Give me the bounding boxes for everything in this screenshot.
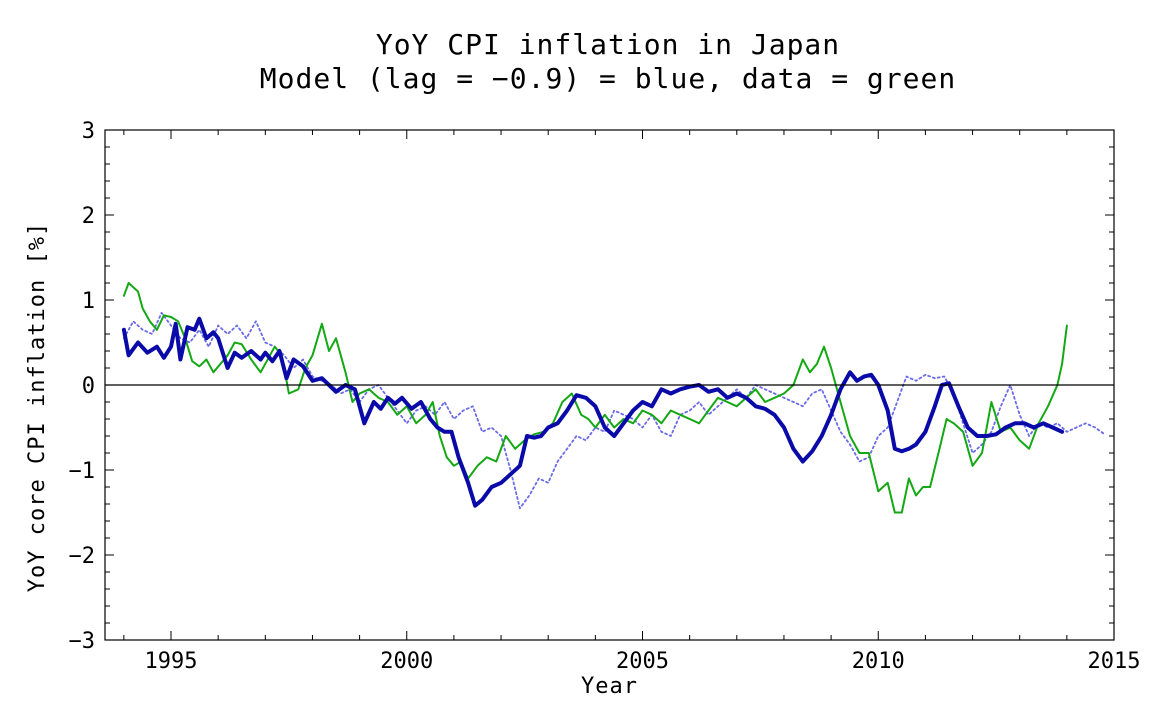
tick-layer [105, 129, 1115, 641]
chart-subtitle: Model (lag = −0.9) = blue, data = green [259, 62, 957, 95]
x-axis-title: Year [581, 674, 638, 699]
chart-title: YoY CPI inflation in Japan [375, 28, 841, 61]
x-tick-label: 2010 [852, 649, 905, 674]
y-tick-label: −1 [69, 459, 96, 484]
y-tick-label: 0 [82, 374, 95, 399]
series-layer [121, 282, 1106, 514]
x-tick-label: 1995 [145, 649, 198, 674]
y-tick-label: −3 [69, 629, 96, 654]
x-tick-label: 2005 [616, 649, 669, 674]
y-tick-label: 3 [82, 119, 95, 144]
x-tick-label: 2015 [1088, 649, 1141, 674]
tick-label-layer: 1995 2000 2005 2010 2015 −3 −2 −1 0 1 2 3 [69, 119, 1141, 674]
x-tick-label: 2000 [380, 649, 433, 674]
y-axis-title: YoY core CPI inflation [%] [25, 222, 50, 592]
model-series-line [121, 316, 1065, 508]
dotted-series-line [123, 311, 1106, 510]
y-tick-label: −2 [69, 544, 96, 569]
y-tick-label: 1 [82, 289, 95, 314]
data-series-line [122, 282, 1068, 514]
chart-title-block: YoY CPI inflation in Japan Model (lag = … [0, 28, 1152, 96]
y-tick-label: 2 [82, 204, 95, 229]
